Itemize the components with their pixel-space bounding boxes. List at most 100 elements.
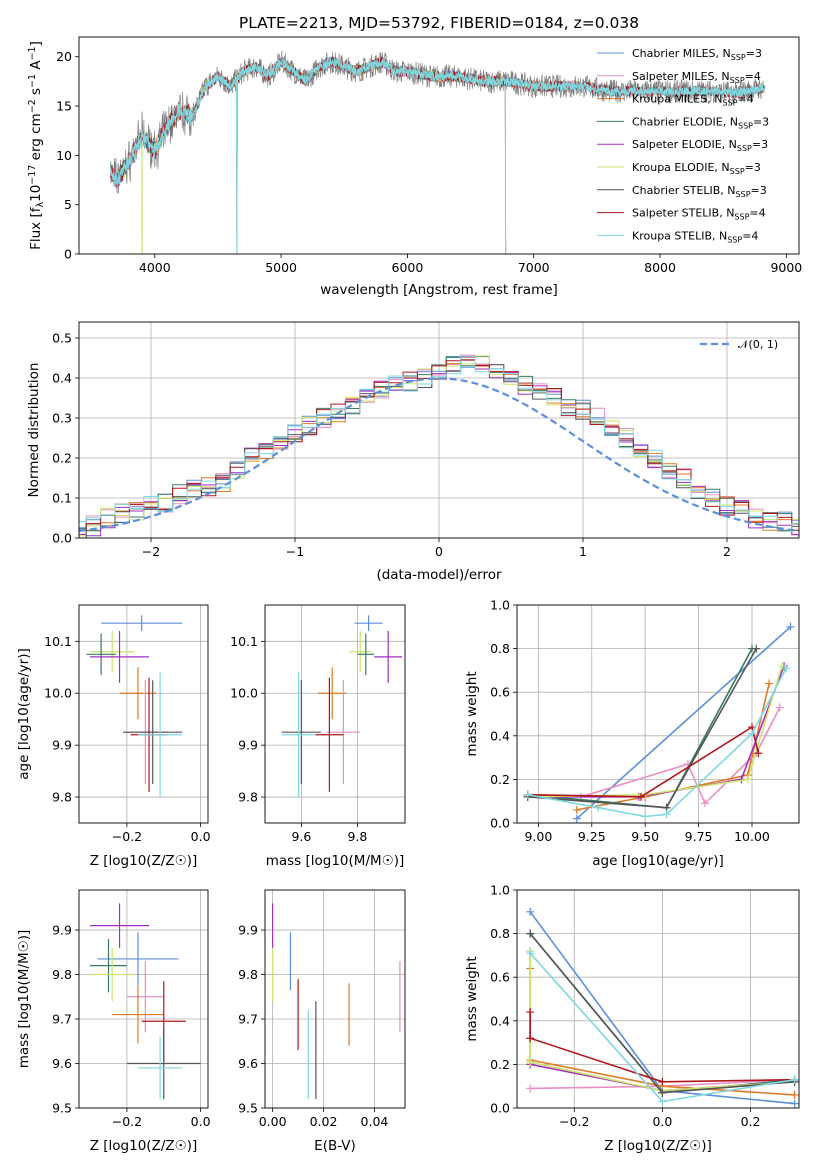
x-tick-label: 9.75 bbox=[685, 829, 713, 844]
weight-marker bbox=[526, 1008, 535, 1017]
x-tick-label: −0.2 bbox=[559, 1114, 589, 1129]
x-axis-label: Z [log10(Z/Z☉)] bbox=[90, 1138, 198, 1154]
axes-frame bbox=[264, 889, 406, 1109]
y-axis-label-part: −2 bbox=[27, 99, 38, 113]
panel-mass_vs_ebv: 0.00 0.02 0.04 9.5 9.6 9.7 9.8 9.9 E(B-V) bbox=[238, 889, 406, 1154]
y-tick-label: 0.2 bbox=[490, 1057, 510, 1072]
y-tick-label: 9.6 bbox=[238, 1056, 258, 1071]
model-spectrum-line bbox=[110, 56, 766, 188]
weight-marker bbox=[790, 1075, 799, 1084]
y-axis-label-part: −1 bbox=[27, 46, 38, 60]
y-tick-label: 0.8 bbox=[490, 641, 510, 656]
errorbars bbox=[272, 903, 401, 1100]
y-axis-label-part: A bbox=[28, 60, 44, 74]
axes-frame bbox=[78, 36, 800, 255]
x-tick-label: 1 bbox=[579, 544, 587, 559]
legend-count: =3 bbox=[751, 184, 767, 197]
model-spectrum-line-top bbox=[110, 58, 766, 254]
y-tick-label: 10.0 bbox=[44, 686, 72, 701]
y-tick-label: 0.8 bbox=[490, 926, 510, 941]
x-tick-label: 8000 bbox=[644, 260, 676, 275]
legend-name: Kroupa STELIB, N bbox=[632, 229, 727, 242]
x-axis-label: wavelength [Angstrom, rest frame] bbox=[320, 282, 558, 298]
y-tick-label: 9.7 bbox=[52, 1012, 72, 1027]
panel-mass_vs_z: −0.2 0.0 9.5 9.6 9.7 9.8 9.9 Z [log10(Z/Z☉)] mas… bbox=[16, 889, 211, 1154]
y-tick-label: 10.1 bbox=[230, 634, 258, 649]
weight-marker bbox=[658, 1077, 667, 1086]
legend-entry: Kroupa STELIB, NSSP=4 bbox=[632, 229, 758, 244]
y-tick-label: 0.0 bbox=[52, 531, 72, 546]
weight-lines bbox=[526, 907, 799, 1108]
y-tick-label: 9.8 bbox=[238, 967, 258, 982]
legend-count: =3 bbox=[745, 161, 761, 174]
y-tick-label: 0.2 bbox=[52, 451, 72, 466]
weight-marker bbox=[526, 907, 535, 916]
errorbars bbox=[281, 615, 403, 798]
legend-count: =4 bbox=[745, 70, 761, 83]
legend-entry: Kroupa ELODIE, NSSP=3 bbox=[632, 161, 761, 176]
y-tick-label: 0.6 bbox=[490, 970, 510, 985]
weight-marker bbox=[790, 1090, 799, 1099]
axes-frame bbox=[78, 321, 800, 539]
y-tick-label: 0.4 bbox=[490, 728, 510, 743]
axes-frame bbox=[78, 889, 209, 1109]
y-tick-label: 15 bbox=[56, 99, 72, 114]
weight-marker bbox=[658, 1088, 667, 1097]
y-tick-label: 0 bbox=[64, 247, 72, 262]
weight-marker bbox=[658, 1097, 667, 1106]
legend-sub: SSP bbox=[737, 144, 752, 153]
legend-name: Salpeter STELIB, N bbox=[632, 207, 734, 220]
x-tick-label: 0.00 bbox=[259, 1114, 287, 1129]
y-axis-label-part: −1 bbox=[27, 74, 38, 88]
x-tick-label: 6000 bbox=[392, 260, 424, 275]
y-axis-label-part: 10 bbox=[28, 185, 44, 202]
legend-name: Salpeter ELODIE, N bbox=[632, 138, 737, 151]
panel-age_vs_z: −0.2 0.0 9.8 9.9 10.0 10.1 Z [log10(Z/Z☉)] age … bbox=[16, 604, 211, 869]
histograms bbox=[79, 354, 799, 538]
y-tick-label: 0.3 bbox=[52, 411, 72, 426]
axes-frame bbox=[264, 604, 406, 824]
x-tick-label: −2 bbox=[142, 544, 160, 559]
y-tick-label: 0.0 bbox=[490, 1101, 510, 1116]
y-tick-label: 9.5 bbox=[238, 1101, 258, 1116]
panel-weight_vs_age: 9.00 9.25 9.50 9.75 10.00 0.0 0.2 0.4 0.6 0.8 1.0 a… bbox=[464, 598, 800, 869]
residual-histogram bbox=[79, 356, 799, 537]
weight-marker bbox=[786, 622, 795, 631]
y-tick-label: 9.6 bbox=[52, 1056, 72, 1071]
legend-entry: Kroupa MILES, NSSP=4 bbox=[632, 93, 754, 108]
weight-line bbox=[529, 1012, 795, 1083]
x-axis-label: mass [log10(M/M☉)] bbox=[266, 853, 405, 869]
weight-lines bbox=[523, 622, 795, 823]
weight-marker bbox=[775, 703, 784, 712]
y-tick-label: 1.0 bbox=[490, 598, 510, 613]
x-axis-label: (data-model)/error bbox=[376, 567, 502, 583]
legend-name: Chabrier ELODIE, N bbox=[632, 115, 738, 128]
x-tick-label: 9.6 bbox=[291, 829, 311, 844]
x-tick-label: 0 bbox=[435, 544, 443, 559]
y-axis-label: mass [log10(M/M☉)] bbox=[16, 930, 32, 1069]
legend-count: =3 bbox=[752, 138, 768, 151]
y-axis-label-part: −17 bbox=[27, 165, 38, 185]
legend-sub: SSP bbox=[730, 167, 745, 176]
weight-marker bbox=[526, 929, 535, 938]
chart-title: PLATE=2213, MJD=53792, FIBERID=0184, z=0… bbox=[239, 14, 639, 32]
x-tick-label: 2 bbox=[723, 544, 731, 559]
axes-frame bbox=[516, 889, 800, 1109]
spectrum-lines bbox=[110, 50, 766, 254]
y-tick-label: 0.0 bbox=[490, 816, 510, 831]
y-axis-label: mass weight bbox=[464, 956, 480, 1041]
legend-name: Chabrier MILES, N bbox=[632, 47, 731, 60]
x-tick-label: −0.2 bbox=[112, 829, 142, 844]
x-tick-label: 5000 bbox=[265, 260, 297, 275]
legend-name: Salpeter MILES, N bbox=[632, 70, 730, 83]
legend-sub: SSP bbox=[730, 76, 745, 85]
x-tick-label: −1 bbox=[286, 544, 304, 559]
x-tick-label: 9.00 bbox=[524, 829, 552, 844]
x-tick-label: 0.0 bbox=[652, 1114, 672, 1129]
legend-entry: Salpeter STELIB, NSSP=4 bbox=[632, 207, 766, 222]
axes-frame bbox=[516, 604, 800, 824]
y-tick-label: 9.9 bbox=[52, 923, 72, 938]
y-axis-label: Flux [fλ10−17 erg cm−2 s−1 A−1] bbox=[27, 41, 46, 250]
